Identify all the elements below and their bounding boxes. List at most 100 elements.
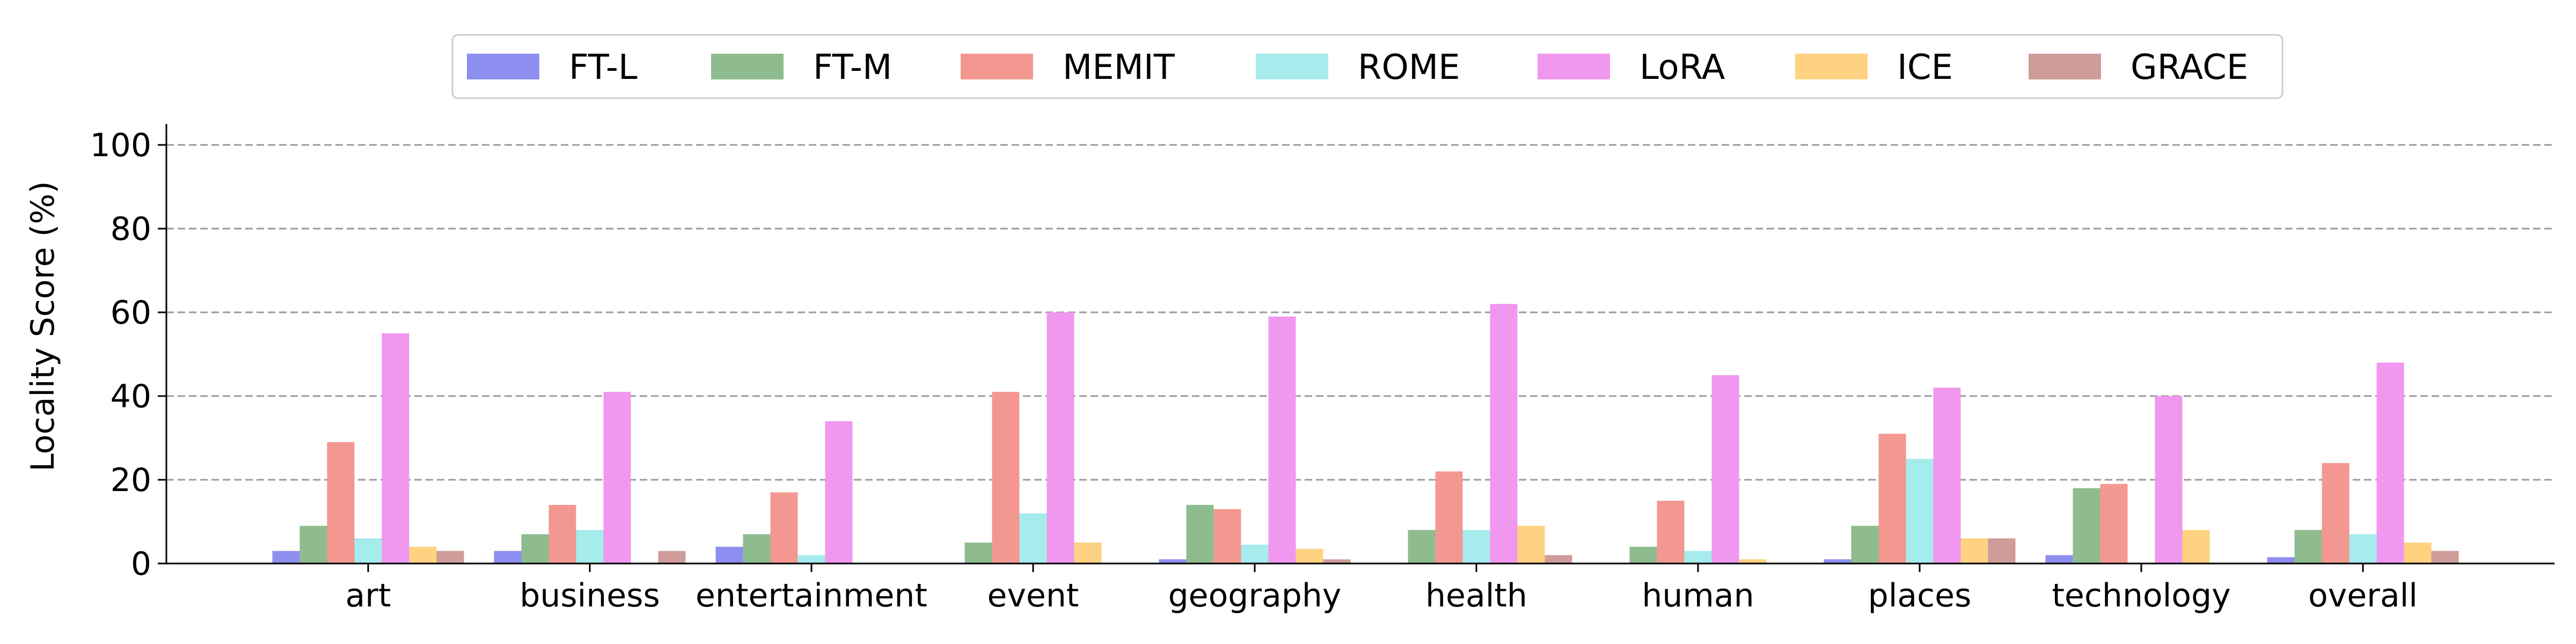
y-tick-label: 60 — [111, 294, 151, 332]
bar-ice-event — [1074, 543, 1102, 564]
bar-lora-entertainment — [825, 421, 853, 564]
bar-ft-l-business — [494, 551, 522, 564]
x-tick-label-places: places — [1868, 577, 1972, 614]
y-axis-title: Locality Score (%) — [24, 181, 62, 471]
legend-label-ft-l: FT-L — [569, 48, 638, 87]
bar-rome-human — [1684, 551, 1712, 564]
bar-ice-health — [1517, 525, 1545, 564]
bar-ice-places — [1960, 538, 1988, 564]
legend-frame — [451, 34, 2284, 99]
x-tick-labels: art business entertainment event geography he… — [346, 564, 2418, 614]
legend-swatch-rome — [1256, 54, 1328, 79]
legend-swatch-ice — [1795, 54, 1868, 79]
y-tick-label: 20 — [111, 462, 151, 499]
bar-ft-l-technology — [2045, 555, 2073, 564]
bar-ft-l-entertainment — [715, 546, 743, 564]
x-tick-label-business: business — [519, 577, 660, 614]
bar-grace-art — [436, 551, 464, 564]
y-tick-labels: 0 20 40 60 80 100 — [90, 127, 166, 583]
bar-memit-technology — [2100, 484, 2128, 564]
legend-label-rome: ROME — [1358, 48, 1460, 87]
legend-label-memit: MEMIT — [1063, 48, 1175, 87]
bar-memit-geography — [1213, 509, 1241, 564]
legend-label-ice: ICE — [1897, 48, 1953, 87]
bar-lora-event — [1046, 312, 1074, 564]
x-tick-label-human: human — [1642, 577, 1754, 614]
bar-memit-places — [1878, 434, 1906, 564]
legend-label-lora: LoRA — [1640, 48, 1725, 87]
bar-rome-business — [576, 530, 604, 564]
x-tick-label-overall: overall — [2308, 577, 2418, 614]
bar-ice-art — [409, 546, 437, 564]
bar-rome-overall — [2349, 534, 2377, 564]
bar-ft-m-business — [521, 534, 549, 564]
bar-lora-overall — [2376, 362, 2404, 564]
bar-ice-overall — [2404, 543, 2432, 564]
bar-ft-m-geography — [1186, 504, 1214, 564]
bar-memit-health — [1435, 471, 1463, 564]
gridlines — [166, 144, 2555, 481]
bar-rome-geography — [1241, 544, 1269, 564]
bar-rome-entertainment — [797, 555, 825, 564]
bar-memit-overall — [2322, 463, 2350, 564]
bar-grace-overall — [2431, 551, 2459, 564]
legend-swatch-memit — [961, 54, 1033, 79]
legend-swatch-ft-m — [711, 54, 784, 79]
bar-ice-human — [1739, 559, 1767, 564]
x-tick-label-art: art — [346, 577, 391, 614]
bar-ft-m-health — [1408, 530, 1436, 564]
bar-ft-m-technology — [2073, 488, 2101, 564]
x-tick-label-health: health — [1425, 577, 1527, 614]
legend-swatch-grace — [2029, 54, 2101, 79]
bar-ft-l-art — [272, 551, 300, 564]
bar-rome-art — [354, 538, 382, 564]
legend-label-grace: GRACE — [2131, 48, 2248, 87]
bar-lora-health — [1490, 304, 1518, 564]
bar-lora-places — [1933, 387, 1961, 564]
bar-lora-business — [603, 392, 631, 564]
bars — [272, 304, 2459, 564]
bar-rome-places — [1906, 459, 1934, 564]
x-tick-label-entertainment: entertainment — [696, 577, 927, 614]
bar-lora-technology — [2155, 396, 2183, 564]
bar-ft-m-entertainment — [743, 534, 771, 564]
y-tick-label: 80 — [111, 210, 151, 248]
bar-ft-m-art — [299, 525, 327, 564]
bar-ft-m-human — [1629, 546, 1657, 564]
bar-rome-health — [1462, 530, 1490, 564]
bar-rome-event — [1019, 513, 1047, 564]
bar-grace-business — [658, 551, 686, 564]
legend-swatch-ft-l — [467, 54, 539, 79]
bar-memit-art — [327, 442, 355, 564]
x-tick-label-event: event — [987, 577, 1079, 614]
legend: FT-L FT-M MEMIT ROME LoRA ICE GRACE — [451, 34, 2284, 99]
bar-lora-human — [1711, 375, 1739, 564]
bar-lora-geography — [1268, 316, 1296, 564]
y-tick-label: 100 — [90, 127, 151, 164]
bar-grace-places — [1988, 538, 2016, 564]
axes — [165, 124, 2555, 565]
bar-memit-human — [1657, 501, 1685, 564]
bar-ft-m-event — [964, 543, 992, 564]
bar-lora-art — [382, 333, 409, 564]
bar-ft-m-overall — [2294, 530, 2322, 564]
x-tick-label-geography: geography — [1168, 577, 1342, 614]
y-tick-label: 0 — [131, 545, 151, 583]
bar-memit-business — [548, 504, 576, 564]
bar-grace-health — [1545, 555, 1572, 564]
bar-ft-l-places — [1824, 559, 1851, 564]
bar-memit-event — [992, 392, 1020, 564]
legend-label-ft-m: FT-M — [813, 48, 892, 87]
bar-ft-l-geography — [1159, 559, 1187, 564]
bar-ft-m-places — [1851, 525, 1879, 564]
bar-grace-geography — [1323, 559, 1351, 564]
bar-ft-l-overall — [2267, 557, 2295, 564]
x-tick-label-technology: technology — [2052, 577, 2230, 614]
legend-swatch-lora — [1538, 54, 1610, 79]
bar-memit-entertainment — [770, 492, 798, 564]
bar-ice-geography — [1296, 548, 1323, 564]
y-tick-label: 40 — [111, 378, 151, 415]
bar-ice-technology — [2182, 530, 2210, 564]
